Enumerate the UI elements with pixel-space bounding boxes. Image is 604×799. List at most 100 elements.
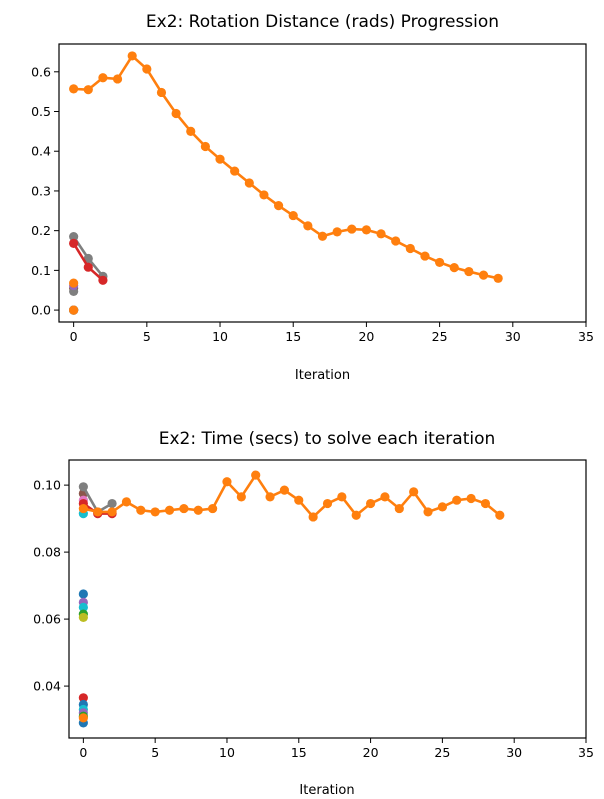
data-point <box>322 498 333 509</box>
data-point <box>78 612 88 623</box>
data-point <box>391 236 401 246</box>
data-point <box>156 87 167 98</box>
data-point <box>69 84 79 94</box>
data-point <box>69 305 79 315</box>
data-point <box>405 243 415 254</box>
data-point <box>171 108 181 119</box>
data-point <box>83 253 93 264</box>
x-tick-label: 20 <box>363 745 379 760</box>
data-point <box>107 507 117 517</box>
data-point <box>200 141 210 152</box>
y-tick-label: 0.10 <box>33 478 61 493</box>
x-tick-label: 0 <box>79 745 87 760</box>
axes-frame <box>68 459 587 739</box>
data-point <box>98 275 108 285</box>
x-tick-label: 5 <box>151 745 159 760</box>
y-tick-label: 0.2 <box>31 223 51 238</box>
rotation-distance-chart: Ex2: Rotation Distance (rads) Progressio… <box>31 12 594 383</box>
data-point <box>265 492 275 502</box>
data-point <box>480 498 491 509</box>
y-tick-label: 0.6 <box>31 64 51 79</box>
data-point <box>98 73 108 83</box>
data-point <box>69 238 79 248</box>
data-point <box>78 713 88 723</box>
data-point <box>478 270 489 280</box>
y-tick-label: 0.4 <box>31 144 51 159</box>
data-point <box>337 492 347 502</box>
x-tick-label: 15 <box>291 745 307 760</box>
y-tick-label: 0.3 <box>31 183 51 198</box>
chart-title: Ex2: Rotation Distance (rads) Progressio… <box>146 12 499 32</box>
y-tick-label: 0.08 <box>33 545 61 560</box>
data-point <box>361 225 372 235</box>
data-point <box>251 470 261 480</box>
data-point <box>351 510 361 520</box>
x-tick-label: 35 <box>578 745 594 760</box>
y-tick-label: 0.1 <box>31 263 51 278</box>
y-tick-label: 0.04 <box>33 679 61 694</box>
data-point <box>409 487 419 497</box>
data-point <box>230 166 240 176</box>
data-point <box>78 693 88 703</box>
data-point <box>215 154 225 164</box>
data-point <box>437 502 447 512</box>
x-tick-label: 30 <box>506 745 522 760</box>
x-tick-label: 10 <box>212 329 228 344</box>
plot-area: 0 5 10 15 20 25 30 35 0.0 0.1 0.2 0.3 0.4 0.5 0.6 <box>31 51 594 344</box>
data-point <box>423 507 433 517</box>
data-point <box>435 257 445 268</box>
y-tick-label: 0.06 <box>33 612 61 627</box>
data-point <box>288 210 298 221</box>
data-point <box>294 495 304 505</box>
data-point <box>112 74 123 84</box>
data-point <box>308 512 318 522</box>
data-point <box>179 503 189 514</box>
data-point <box>332 227 342 237</box>
x-tick-label: 0 <box>70 329 78 344</box>
x-axis-label: Iteration <box>299 783 354 798</box>
data-point <box>83 262 93 272</box>
data-point <box>107 498 117 509</box>
plot-area: 0 5 10 15 20 25 30 35 0.04 0.06 0.08 0.10 <box>33 470 594 760</box>
data-point <box>69 232 79 242</box>
data-point <box>150 507 160 517</box>
data-point <box>495 510 505 520</box>
x-axis-label: Iteration <box>295 368 350 383</box>
data-point <box>244 178 254 188</box>
data-point <box>420 251 430 261</box>
data-point <box>186 126 196 136</box>
x-tick-label: 30 <box>505 329 521 344</box>
data-point <box>452 495 462 505</box>
x-tick-label: 35 <box>578 329 594 344</box>
x-tick-label: 5 <box>143 329 151 344</box>
data-point <box>78 482 88 492</box>
x-tick-label: 25 <box>434 745 450 760</box>
data-point <box>449 262 459 273</box>
data-point <box>208 503 218 514</box>
data-point <box>164 505 175 515</box>
data-point <box>380 492 390 502</box>
data-point <box>493 273 503 283</box>
data-point <box>259 190 269 200</box>
data-point <box>365 498 376 509</box>
data-point <box>303 221 313 231</box>
data-point <box>394 503 404 514</box>
data-point <box>466 493 476 504</box>
data-point <box>78 602 88 612</box>
data-point <box>83 85 93 95</box>
data-point <box>127 51 137 61</box>
x-tick-label: 20 <box>358 329 374 344</box>
data-point <box>142 64 152 74</box>
data-point <box>279 485 290 495</box>
data-point <box>121 497 132 507</box>
solve-time-chart: Ex2: Time (secs) to solve each iteration… <box>33 429 594 798</box>
x-tick-label: 15 <box>285 329 301 344</box>
data-point <box>273 201 284 211</box>
y-tick-label: 0.0 <box>31 303 51 318</box>
data-point <box>222 477 232 487</box>
axes-frame <box>58 43 587 323</box>
data-point <box>193 505 203 515</box>
data-point <box>347 224 357 234</box>
